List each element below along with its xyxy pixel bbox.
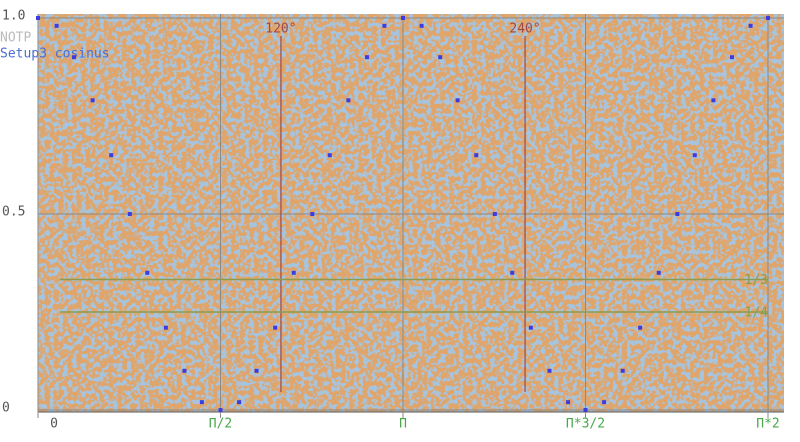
point xyxy=(692,153,697,158)
x-tick-label: Π*3/2 xyxy=(566,417,605,432)
point xyxy=(620,368,625,373)
point xyxy=(145,270,150,275)
point xyxy=(291,270,296,275)
point xyxy=(90,98,95,103)
point xyxy=(254,368,259,373)
point xyxy=(474,153,479,158)
y-tick-label: 0 xyxy=(2,401,10,416)
point xyxy=(382,23,387,28)
point xyxy=(675,212,680,216)
point xyxy=(419,23,424,28)
point xyxy=(273,325,278,330)
point xyxy=(711,98,716,103)
reference-label: 120° xyxy=(265,22,296,37)
x-tick-label: Π*2 xyxy=(756,417,779,432)
y-tick-label: 0.5 xyxy=(2,205,25,220)
point xyxy=(327,153,332,158)
plot-noise xyxy=(38,14,784,412)
point xyxy=(566,400,571,405)
point xyxy=(72,55,77,60)
point xyxy=(364,55,369,60)
point xyxy=(583,408,588,412)
point xyxy=(109,153,114,158)
point xyxy=(492,212,497,216)
point xyxy=(127,212,132,216)
point xyxy=(401,16,405,20)
point xyxy=(163,325,168,330)
point xyxy=(237,400,242,405)
point xyxy=(218,408,223,412)
point xyxy=(455,98,460,103)
point xyxy=(729,55,734,60)
point xyxy=(310,212,315,216)
legend-entry: Setup3 cosinus xyxy=(0,47,110,62)
point xyxy=(602,400,607,405)
point xyxy=(748,23,753,28)
chart-title: NOTP xyxy=(0,31,31,46)
point xyxy=(510,270,515,275)
reference-label: 240° xyxy=(509,22,540,37)
x-tick-label: Π xyxy=(399,417,407,432)
point xyxy=(346,98,351,103)
reference-label: 1/4 xyxy=(745,306,769,321)
y-tick-label: 1.0 xyxy=(2,9,25,24)
point xyxy=(199,400,204,405)
point xyxy=(438,55,443,60)
point xyxy=(638,325,643,330)
point xyxy=(36,16,40,20)
point xyxy=(54,23,59,28)
reference-label: 1/3 xyxy=(745,273,768,288)
point xyxy=(656,270,661,275)
point xyxy=(182,368,187,373)
x-tick-label: Π/2 xyxy=(209,417,232,432)
point xyxy=(528,325,533,330)
plot-tint xyxy=(38,14,784,412)
point xyxy=(547,368,552,373)
x-tick-label: 0 xyxy=(50,417,58,432)
point xyxy=(766,16,770,20)
